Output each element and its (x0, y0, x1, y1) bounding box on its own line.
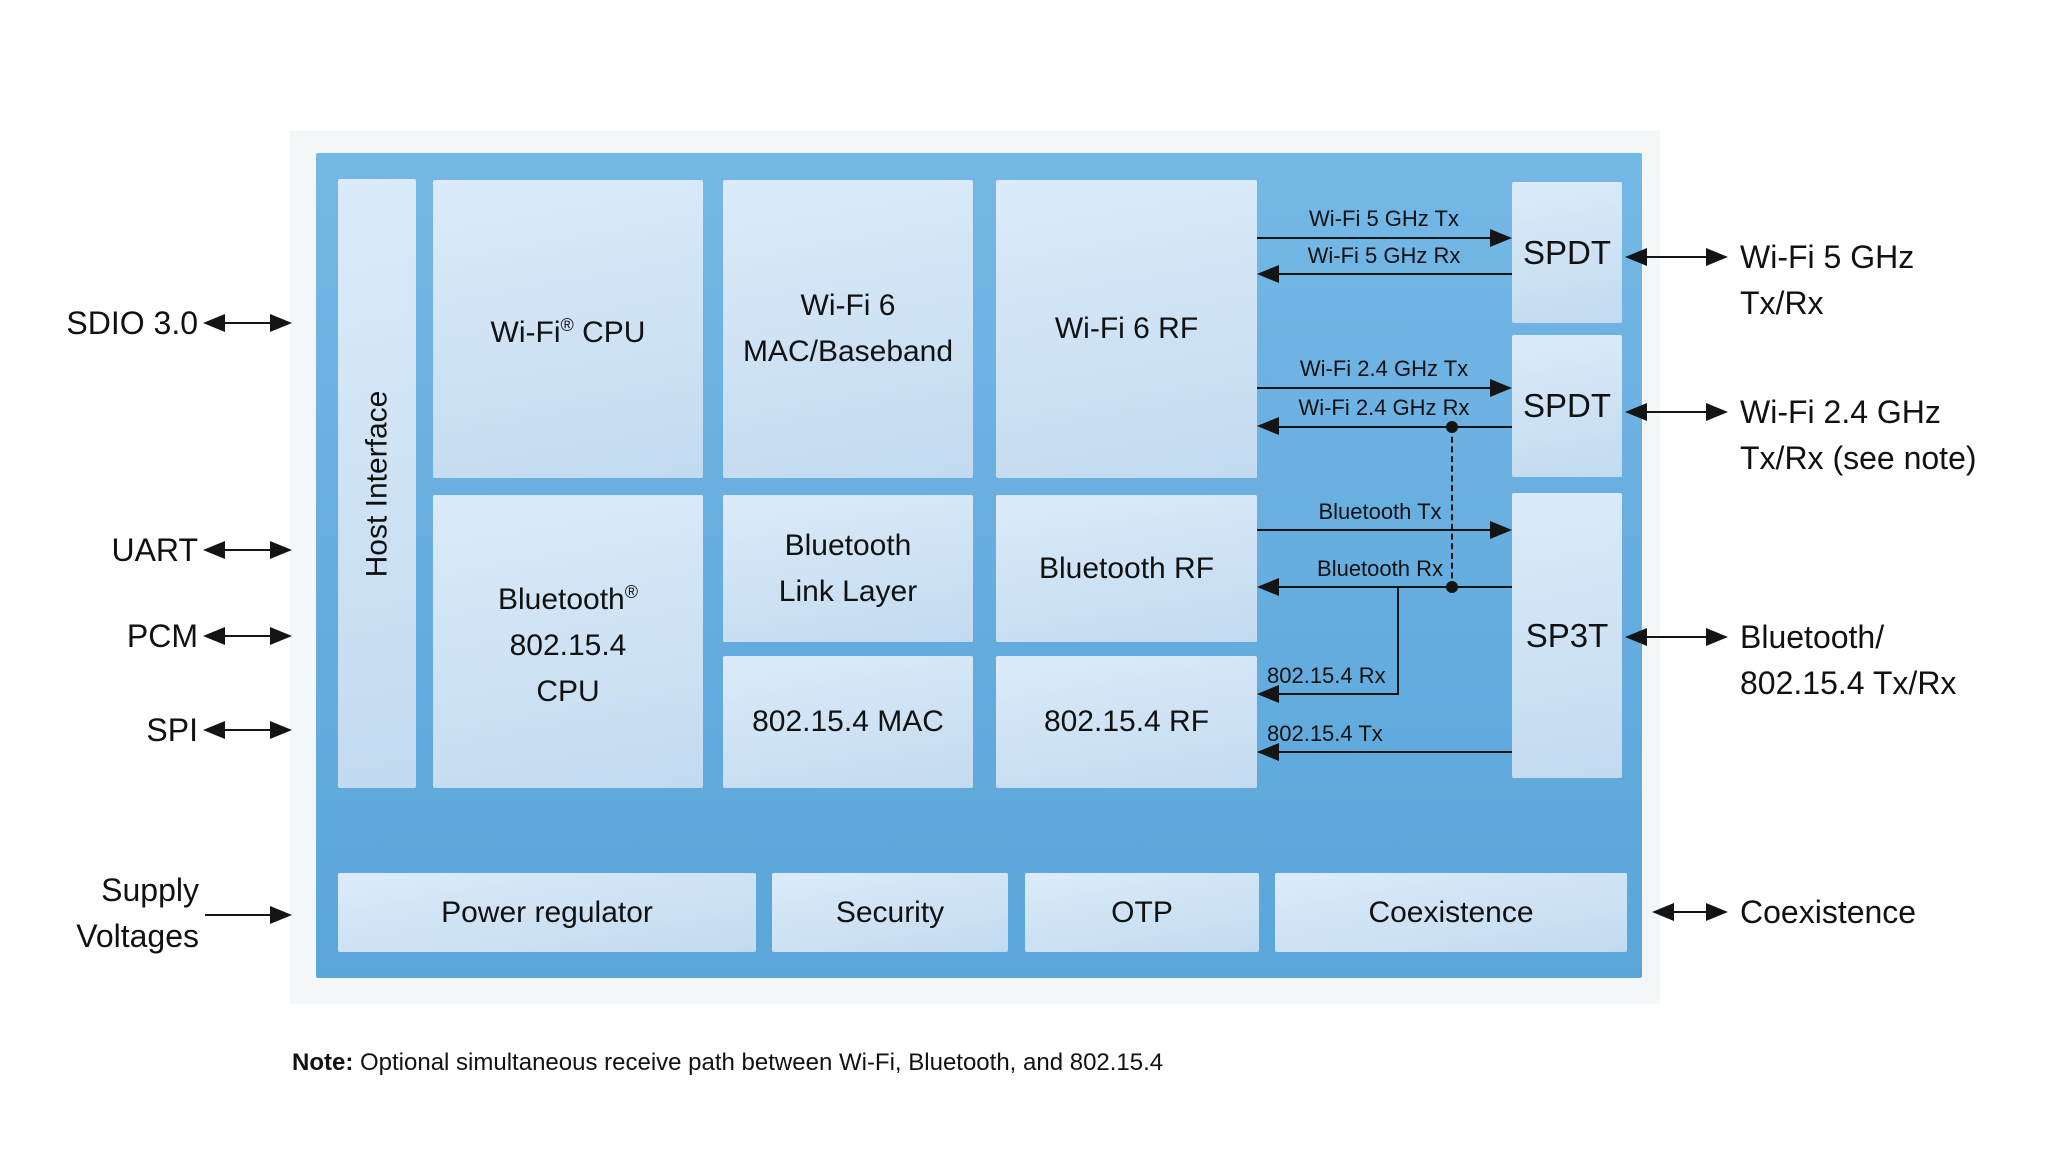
note-text: Optional simultaneous receive path betwe… (353, 1049, 1164, 1076)
arrowhead-right-icon (270, 314, 292, 332)
arrowhead-right-icon (1490, 229, 1512, 247)
802154-mac-label: 802.15.4 MAC (752, 705, 944, 738)
wifi24-port-arrow-line (1647, 411, 1706, 413)
supply-voltages-label: Supply Voltages (76, 872, 199, 954)
wifi-cpu-label: Wi-Fi® CPU (490, 315, 646, 349)
wifi24-rx-line (1279, 426, 1512, 428)
wifi5-rx-line (1279, 273, 1512, 275)
arrowhead-left-icon (1257, 265, 1279, 283)
block-spdt-5ghz: SPDT (1512, 182, 1622, 323)
802154-rf-label: 802.15.4 RF (1043, 705, 1210, 738)
arrowhead-right-icon (1706, 403, 1728, 421)
802154-rx-label: 802.15.4 Rx (1267, 663, 1386, 688)
arrowhead-right-icon (1706, 628, 1728, 646)
bt154-port-arrow-line (1647, 636, 1706, 638)
802154-tx-line (1279, 751, 1512, 753)
arrowhead-left-icon (1257, 743, 1279, 761)
block-coexistence: Coexistence (1275, 873, 1627, 952)
arrowhead-left-icon (1652, 903, 1674, 921)
wifi24-tx-line (1257, 387, 1492, 389)
arrowhead-left-icon (1257, 685, 1279, 703)
arrowhead-left-icon (1625, 628, 1647, 646)
arrowhead-left-icon (203, 314, 225, 332)
block-802154-rf: 802.15.4 RF (996, 656, 1257, 788)
security-label: Security (835, 895, 945, 929)
wifi-rf-label: Wi-Fi 6 RF (1054, 312, 1199, 345)
sdio-arrow-line (225, 322, 270, 324)
block-sp3t: SP3T (1512, 493, 1622, 778)
spdt-5ghz-label: SPDT (1522, 233, 1611, 271)
sp3t-label: SP3T (1525, 616, 1609, 654)
block-wifi-mac-baseband: Wi-Fi 6 MAC/Baseband (723, 180, 973, 478)
block-802154-mac: 802.15.4 MAC (723, 656, 973, 788)
power-regulator-label: Power regulator (441, 895, 653, 929)
arrowhead-right-icon (270, 541, 292, 559)
pcm-port-label: PCM (126, 618, 198, 654)
arrowhead-left-icon (203, 721, 225, 739)
wifi5-port-arrow-line (1647, 256, 1706, 258)
bluetooth-cpu-label: Bluetooth® 802.15.4 CPU (497, 581, 639, 708)
bluetooth-rf-label: Bluetooth RF (1038, 551, 1215, 585)
802154-rx-line (1279, 693, 1399, 695)
coexistence-port-arrow-line (1674, 911, 1706, 913)
diagram-note: Note: Optional simultaneous receive path… (292, 1048, 1163, 1078)
spdt-24ghz-label: SPDT (1522, 387, 1611, 424)
block-wifi-rf: Wi-Fi 6 RF (996, 180, 1257, 478)
arrowhead-right-icon (270, 627, 292, 645)
block-wifi-cpu: Wi-Fi® CPU (433, 180, 703, 478)
block-bluetooth-link-layer: Bluetooth Link Layer (723, 495, 973, 642)
block-bluetooth-rf: Bluetooth RF (996, 495, 1257, 642)
supply-arrow-line (205, 914, 270, 916)
optional-receive-path-dashed-line (1451, 427, 1453, 588)
wifi5-tx-label: Wi-Fi 5 GHz Tx (1309, 206, 1459, 231)
junction-dot (1446, 581, 1458, 593)
bluetooth-rx-label: Bluetooth Rx (1317, 556, 1443, 581)
wifi24-port-label: Wi-Fi 2.4 GHz Tx/Rx (see note) (1740, 394, 1977, 476)
802154-rx-branch-line (1397, 588, 1399, 695)
sdio-port-label: SDIO 3.0 (66, 305, 198, 341)
arrowhead-right-icon (1490, 521, 1512, 539)
arrowhead-left-icon (1625, 248, 1647, 266)
bluetooth-tx-line (1257, 529, 1492, 531)
arrowhead-left-icon (1257, 578, 1279, 596)
coexistence-port-label: Coexistence (1740, 894, 1917, 930)
arrowhead-left-icon (1257, 417, 1279, 435)
spi-port-label: SPI (146, 712, 198, 748)
arrowhead-right-icon (1490, 379, 1512, 397)
block-bluetooth-cpu: Bluetooth® 802.15.4 CPU (433, 495, 703, 788)
bluetooth-rx-line (1279, 586, 1512, 588)
wifi-mac-label: Wi-Fi 6 MAC/Baseband (742, 289, 954, 368)
block-security: Security (772, 873, 1008, 952)
host-interface-label: Host Interface (360, 390, 394, 577)
arrowhead-right-icon (1706, 248, 1728, 266)
otp-label: OTP (1111, 895, 1173, 929)
wifi24-rx-label: Wi-Fi 2.4 GHz Rx (1298, 395, 1470, 420)
bt154-port-label: Bluetooth/ 802.15.4 Tx/Rx (1740, 619, 1957, 701)
arrowhead-left-icon (203, 627, 225, 645)
spi-arrow-line (225, 729, 270, 731)
coexistence-label: Coexistence (1368, 895, 1534, 929)
bluetooth-tx-label: Bluetooth Tx (1318, 499, 1442, 524)
wifi5-port-label: Wi-Fi 5 GHz Tx/Rx (1740, 239, 1915, 321)
block-otp: OTP (1025, 873, 1259, 952)
block-host-interface: Host Interface (338, 179, 416, 788)
wifi5-rx-label: Wi-Fi 5 GHz Rx (1307, 243, 1461, 268)
arrowhead-left-icon (1625, 403, 1647, 421)
arrowhead-right-icon (270, 721, 292, 739)
arrowhead-left-icon (203, 541, 225, 559)
wifi5-tx-line (1257, 237, 1492, 239)
note-label: Note: (292, 1049, 354, 1076)
uart-port-label: UART (111, 532, 198, 568)
arrowhead-right-icon (270, 906, 292, 924)
arrowhead-right-icon (1706, 903, 1728, 921)
802154-tx-label: 802.15.4 Tx (1267, 721, 1383, 746)
pcm-arrow-line (225, 635, 270, 637)
block-spdt-24ghz: SPDT (1512, 335, 1622, 477)
wifi24-tx-label: Wi-Fi 2.4 GHz Tx (1299, 356, 1469, 381)
uart-arrow-line (225, 549, 270, 551)
block-power-regulator: Power regulator (338, 873, 756, 952)
bluetooth-link-layer-label: Bluetooth Link Layer (778, 528, 918, 608)
